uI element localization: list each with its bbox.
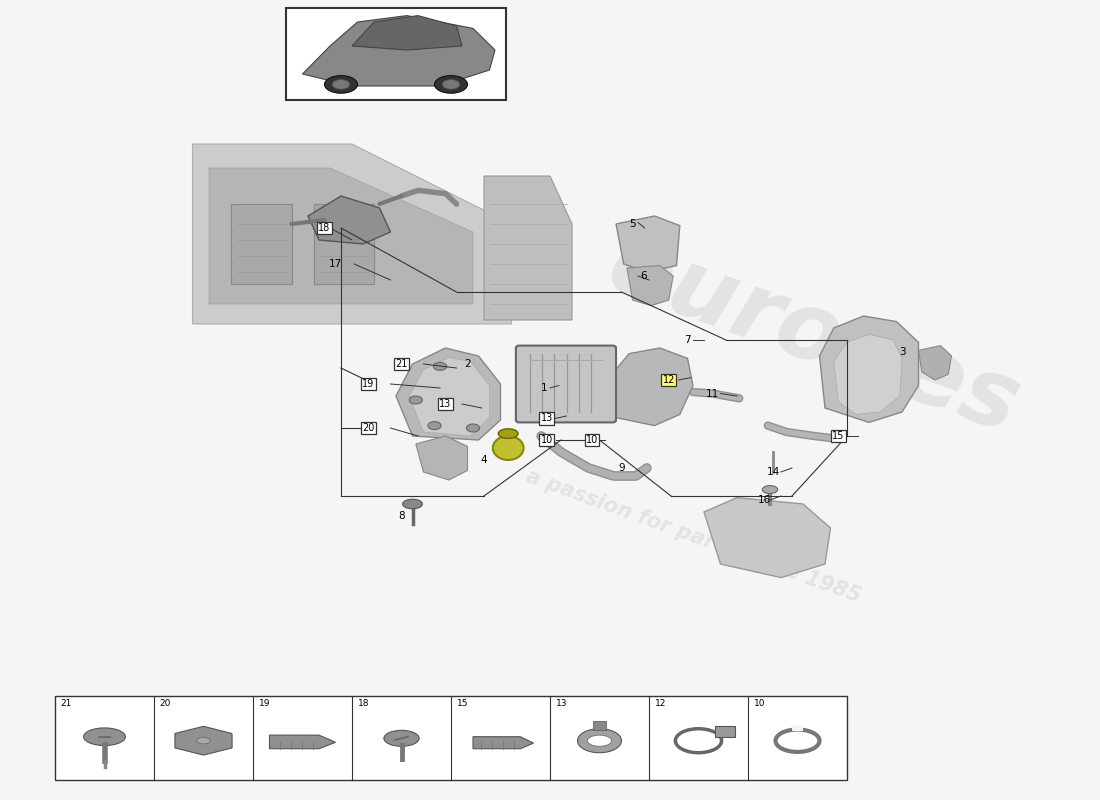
Text: 20: 20 [160,699,170,708]
Polygon shape [473,737,534,749]
Polygon shape [918,346,952,380]
Text: 12: 12 [654,699,666,708]
Text: 10: 10 [585,435,598,445]
Text: 19: 19 [258,699,270,708]
Polygon shape [308,196,390,244]
Text: 7: 7 [684,335,691,345]
Text: 1: 1 [541,383,548,393]
Text: 10: 10 [754,699,764,708]
Ellipse shape [578,729,621,753]
Ellipse shape [442,79,460,89]
Polygon shape [409,358,490,436]
Polygon shape [270,735,336,749]
Ellipse shape [84,728,125,746]
Ellipse shape [332,79,350,89]
Polygon shape [627,266,673,306]
Ellipse shape [197,738,210,744]
Text: 21: 21 [60,699,72,708]
Ellipse shape [498,429,518,438]
Bar [593,721,606,730]
Text: a passion for parts since 1985: a passion for parts since 1985 [522,466,864,606]
Text: 19: 19 [362,379,375,389]
Text: 13: 13 [556,699,566,708]
Polygon shape [704,498,830,578]
Text: 18: 18 [318,223,331,233]
Text: 21: 21 [395,359,408,369]
Polygon shape [484,176,572,320]
Polygon shape [396,348,500,440]
Text: 5: 5 [629,219,636,229]
Bar [715,726,735,737]
Polygon shape [192,144,512,324]
Text: 11: 11 [706,389,719,398]
Text: 3: 3 [899,347,905,357]
Bar [55,696,847,780]
Ellipse shape [384,730,419,746]
Bar [314,204,374,284]
Text: 13: 13 [540,414,553,423]
Text: 15: 15 [832,431,845,441]
Polygon shape [616,216,680,272]
Ellipse shape [434,75,468,93]
FancyBboxPatch shape [516,346,616,422]
Ellipse shape [762,486,778,494]
Polygon shape [175,726,232,755]
Text: 12: 12 [662,375,675,385]
Polygon shape [416,436,468,480]
Text: 14: 14 [767,467,780,477]
Text: 4: 4 [481,455,487,465]
Text: 10: 10 [540,435,553,445]
Ellipse shape [324,75,358,93]
Text: 17: 17 [329,259,342,269]
Ellipse shape [428,422,441,430]
Bar [286,8,506,100]
Bar [231,204,292,284]
Bar [792,725,803,731]
Text: 9: 9 [618,463,625,473]
Ellipse shape [409,396,422,404]
Polygon shape [610,348,693,426]
Text: 8: 8 [398,511,405,521]
Text: europes: europes [596,219,1032,453]
Ellipse shape [403,499,422,509]
Text: 2: 2 [464,359,471,369]
Ellipse shape [466,424,480,432]
Text: 18: 18 [358,699,368,708]
Text: 20: 20 [362,423,375,433]
Polygon shape [834,334,902,414]
Polygon shape [302,15,495,86]
Text: 16: 16 [758,495,771,505]
Polygon shape [209,168,473,304]
Text: 15: 15 [456,699,468,708]
Ellipse shape [587,735,612,746]
Text: 6: 6 [640,271,647,281]
Polygon shape [820,316,918,422]
Text: 13: 13 [439,399,452,409]
Ellipse shape [433,362,447,370]
Polygon shape [352,15,462,50]
Ellipse shape [493,436,524,460]
